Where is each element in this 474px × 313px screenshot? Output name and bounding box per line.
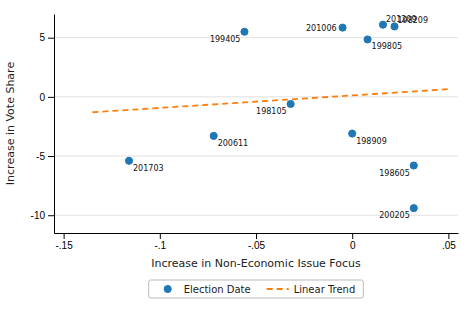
marks <box>92 21 448 212</box>
point <box>125 157 132 164</box>
tick-label: -5 <box>36 151 45 162</box>
point-label: 199805 <box>372 42 403 51</box>
legend-label: Election Date <box>184 284 251 295</box>
tick-label: 0 <box>39 92 45 103</box>
grid-line <box>54 96 458 97</box>
tick-label: 5 <box>39 32 45 43</box>
tick-mark <box>48 97 54 98</box>
tick-mark <box>256 233 257 239</box>
x-axis-title: Increase in Non-Economic Issue Focus <box>151 257 361 270</box>
grid <box>54 38 458 216</box>
point <box>410 205 417 212</box>
data-labels: 1994052010062012091982091998051981052006… <box>133 15 428 220</box>
tick-mark <box>48 156 54 157</box>
tick-mark <box>48 38 54 39</box>
y-axis-title: Increase in Vote Share <box>4 62 17 186</box>
point <box>210 132 217 139</box>
tick-mark <box>48 215 54 216</box>
legend-swatch <box>164 285 171 292</box>
legend-item: Linear Trend <box>267 284 356 295</box>
legend-label: Linear Trend <box>294 284 356 295</box>
point-label: 200611 <box>218 139 249 148</box>
tick: -.15 <box>56 233 74 251</box>
tick: 0 <box>39 92 54 103</box>
tick: 0 <box>350 233 356 251</box>
legend: Election Date Linear Trend <box>149 280 364 298</box>
point <box>410 162 417 169</box>
grid-line <box>54 37 458 38</box>
tick: 5 <box>39 32 54 43</box>
tick-label: -.15 <box>56 240 74 251</box>
point <box>241 28 248 35</box>
plot-area: -.15 -.1 -.05 0 .05 -10 -5 0 5 Increase in Non-Ec… <box>4 15 459 271</box>
legend-item: Election Date <box>164 284 251 295</box>
x-axis: -.15 -.1 -.05 0 .05 <box>55 233 459 251</box>
tick-mark <box>448 233 449 239</box>
tick: -.05 <box>248 233 266 251</box>
tick-label: .05 <box>442 240 456 251</box>
point-label: 200205 <box>379 211 410 220</box>
legend-swatch <box>267 288 289 290</box>
point <box>349 130 356 137</box>
axis-line <box>54 15 55 234</box>
tick: -5 <box>36 151 54 162</box>
tick-label: -10 <box>31 210 46 221</box>
tick: -.1 <box>154 233 166 251</box>
tick-mark <box>160 233 161 239</box>
point-label: 198909 <box>356 137 387 146</box>
tick-mark <box>352 233 353 239</box>
point-label: 198605 <box>379 169 410 178</box>
tick-label: 0 <box>350 240 356 251</box>
tick-label: -.05 <box>248 240 266 251</box>
tick: .05 <box>442 233 456 251</box>
point-label: 198105 <box>256 107 287 116</box>
point-label: 199405 <box>210 35 241 44</box>
tick-mark <box>64 233 65 239</box>
point <box>364 36 371 43</box>
y-axis: -10 -5 0 5 <box>31 15 55 234</box>
point <box>287 100 294 107</box>
point <box>339 24 346 31</box>
grid-line <box>54 156 458 157</box>
tick-label: -.1 <box>154 240 166 251</box>
legend-frame <box>149 280 364 298</box>
chart: -.15 -.1 -.05 0 .05 -10 -5 0 5 Increase in Non-Ec… <box>0 0 474 313</box>
tick: -10 <box>31 210 54 221</box>
point-label: 201703 <box>133 164 164 173</box>
point-label: 198209 <box>398 16 429 25</box>
point-label: 201006 <box>306 24 337 33</box>
